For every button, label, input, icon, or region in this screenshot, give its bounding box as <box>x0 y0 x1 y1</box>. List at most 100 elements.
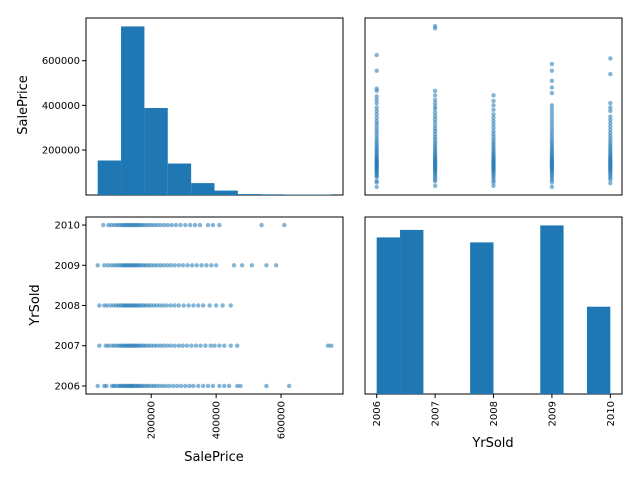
scatter-point-year-vs-price <box>181 303 186 308</box>
scatter-point-year-vs-price <box>235 343 240 348</box>
scatter-point-year-vs-price <box>104 303 110 308</box>
scatter-point-year-vs-price <box>249 263 255 268</box>
scatter-point-year-vs-price <box>168 303 173 308</box>
scatter-point-year-vs-price <box>228 343 233 348</box>
scatter-point-price-vs-year <box>374 115 379 120</box>
scatter-point-price-vs-year <box>608 56 613 61</box>
scatter-point-year-vs-price <box>97 303 102 308</box>
scatter-point-year-vs-price <box>154 303 159 308</box>
scatter-point-price-vs-year <box>608 121 613 126</box>
row1-ytick-label: 400000 <box>42 101 80 112</box>
scatter-point-year-vs-price <box>264 383 269 389</box>
scatter-point-price-vs-year <box>432 117 438 122</box>
scatter-point-year-vs-price <box>282 222 287 228</box>
axes-frame-b <box>364 17 623 196</box>
scatter-point-year-vs-price <box>162 222 167 228</box>
scatter-point-year-vs-price <box>172 303 177 308</box>
scatter-point-year-vs-price <box>165 222 170 228</box>
scatter-point-year-vs-price <box>325 343 331 348</box>
scatter-point-year-vs-price <box>191 303 196 308</box>
scatter-point-year-vs-price <box>203 343 208 348</box>
scatter-point-price-vs-year <box>549 109 555 115</box>
scatter-point-year-vs-price <box>95 263 100 268</box>
scatter-point-year-vs-price <box>235 383 240 389</box>
scatter-point-year-vs-price <box>164 303 170 308</box>
scatter-point-year-vs-price <box>217 343 222 348</box>
scatter-point-year-vs-price <box>176 263 182 268</box>
scatter-point-price-vs-year <box>549 103 555 108</box>
scatter-point-year-vs-price <box>157 303 163 308</box>
scatter-point-year-vs-price <box>183 222 188 228</box>
scatter-point-price-vs-year <box>549 119 555 125</box>
scatter-point-year-vs-price <box>104 383 109 389</box>
row2-ytick-label: 2007 <box>55 341 80 352</box>
scatter-point-year-vs-price <box>155 222 160 228</box>
scatter-point-price-vs-year <box>491 93 496 98</box>
scatter-point-price-vs-year <box>374 118 379 124</box>
scatter-point-price-vs-year <box>491 107 496 113</box>
scatter-point-year-vs-price <box>259 222 264 228</box>
scatter-point-year-vs-price <box>178 383 184 389</box>
scatter-point-year-vs-price <box>204 263 209 268</box>
scatter-point-price-vs-year <box>549 90 555 96</box>
scatter-point-price-vs-year <box>608 180 613 186</box>
scatter-point-year-vs-price <box>168 343 173 348</box>
scatter-point-price-vs-year <box>374 105 379 110</box>
scatter-point-price-vs-year <box>608 117 613 123</box>
scatter-point-price-vs-year <box>374 97 379 102</box>
row2-ytick-label: 2008 <box>55 301 80 312</box>
scatter-point-year-vs-price <box>172 343 177 348</box>
yrsold-hist-bar <box>376 237 401 394</box>
scatter-point-year-vs-price <box>217 383 222 389</box>
saleprice-hist-bar <box>144 108 168 195</box>
saleprice-hist-bar <box>167 163 192 195</box>
scatter-point-year-vs-price <box>199 263 204 268</box>
scatter-point-year-vs-price <box>176 343 182 348</box>
scatter-point-year-vs-price <box>158 343 163 348</box>
saleprice-hist-bar <box>261 194 285 195</box>
scatter-point-price-vs-year <box>549 125 555 131</box>
scatter-point-price-vs-year <box>432 93 438 98</box>
scatter-point-year-vs-price <box>273 263 279 268</box>
scatter-point-price-vs-year <box>491 115 496 120</box>
scatter-point-price-vs-year <box>432 120 438 125</box>
scatter-point-price-vs-year <box>549 61 555 67</box>
scatter-point-price-vs-year <box>374 86 379 91</box>
scatter-point-year-vs-price <box>175 383 180 389</box>
scatter-point-price-vs-year <box>549 85 555 90</box>
scatter-point-price-vs-year <box>549 106 555 111</box>
scatter-point-year-vs-price <box>198 343 203 348</box>
scatter-point-price-vs-year <box>491 125 496 130</box>
scatter-point-year-vs-price <box>196 303 201 308</box>
row2-ytick-label: 2009 <box>55 261 80 272</box>
scatter-point-year-vs-price <box>158 222 163 228</box>
scatter-point-price-vs-year <box>374 108 379 114</box>
scatter-point-year-vs-price <box>173 222 179 228</box>
scatter-point-year-vs-price <box>97 343 102 348</box>
scatter-point-year-vs-price <box>189 343 194 348</box>
scatter-point-year-vs-price <box>168 263 173 268</box>
scatter-point-year-vs-price <box>102 263 107 268</box>
saleprice-hist-bar <box>191 183 215 195</box>
col2-xtick-label: 2006 <box>372 401 383 426</box>
scatter-point-year-vs-price <box>163 383 169 389</box>
scatter-point-year-vs-price <box>222 343 227 348</box>
scatter-point-year-vs-price <box>200 383 206 389</box>
scatter-point-year-vs-price <box>208 343 213 348</box>
scatter-point-year-vs-price <box>180 263 186 268</box>
scatter-point-year-vs-price <box>231 263 237 268</box>
scatter-point-year-vs-price <box>196 383 201 389</box>
scatter-point-year-vs-price <box>217 222 222 228</box>
scatter-point-price-vs-year <box>608 130 613 136</box>
scatter-point-year-vs-price <box>238 383 243 389</box>
scatter-point-year-vs-price <box>154 343 160 348</box>
scatter-point-year-vs-price <box>187 222 193 228</box>
scatter-point-year-vs-price <box>200 303 206 308</box>
scatter-point-price-vs-year <box>374 184 379 190</box>
scatter-point-year-vs-price <box>185 263 190 268</box>
scatter-point-price-vs-year <box>432 23 438 29</box>
scatter-point-year-vs-price <box>183 383 188 389</box>
scatter-point-price-vs-year <box>549 184 555 190</box>
scatter-point-price-vs-year <box>608 108 613 114</box>
scatter-point-year-vs-price <box>167 383 172 389</box>
